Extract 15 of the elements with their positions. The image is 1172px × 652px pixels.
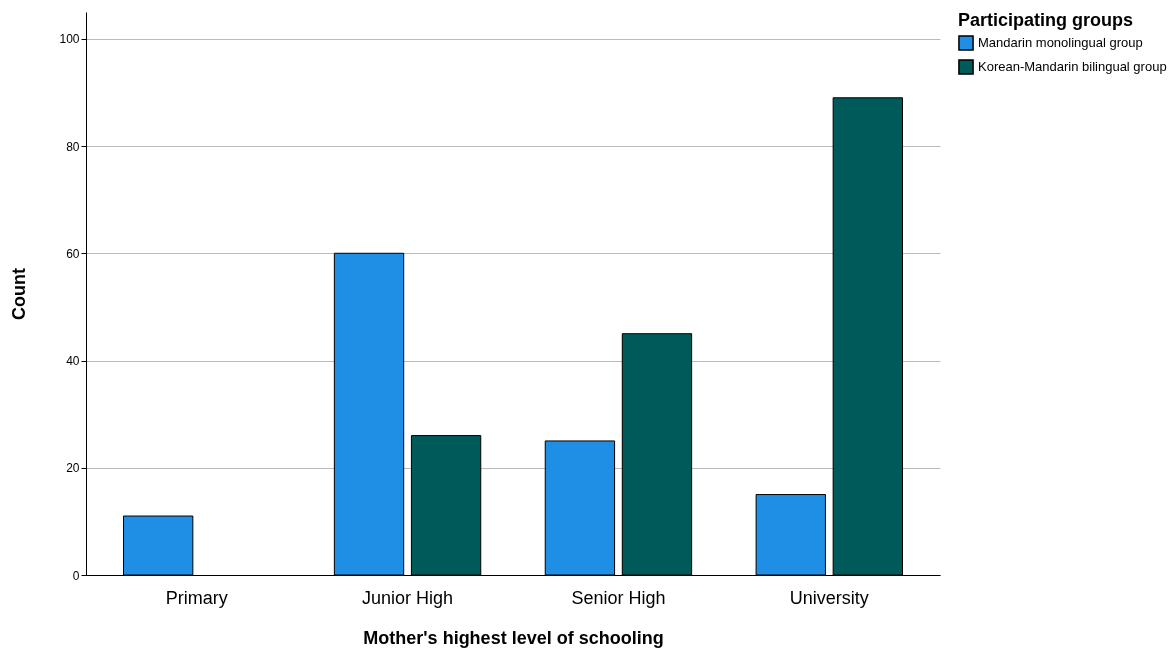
x-tick-label: Junior High [362,587,454,608]
y-tick-label: 80 [66,139,80,154]
y-axis-title: Count [9,268,30,320]
y-tick-label: 60 [66,246,80,261]
legend-label: Mandarin monolingual group [978,35,1143,50]
legend-title: Participating groups [958,10,1134,30]
legend-label: Korean-Mandarin bilingual group [978,59,1167,74]
x-tick-label: Primary [165,587,228,608]
x-tick-label: University [789,587,869,608]
x-tick-label: Senior High [571,587,666,608]
y-tick-label: 100 [59,32,80,47]
y-tick-label: 20 [66,461,80,476]
y-tick-label: 0 [72,568,80,583]
y-tick-label: 40 [66,354,80,369]
x-axis-title: Mother's highest level of schooling [363,627,664,648]
